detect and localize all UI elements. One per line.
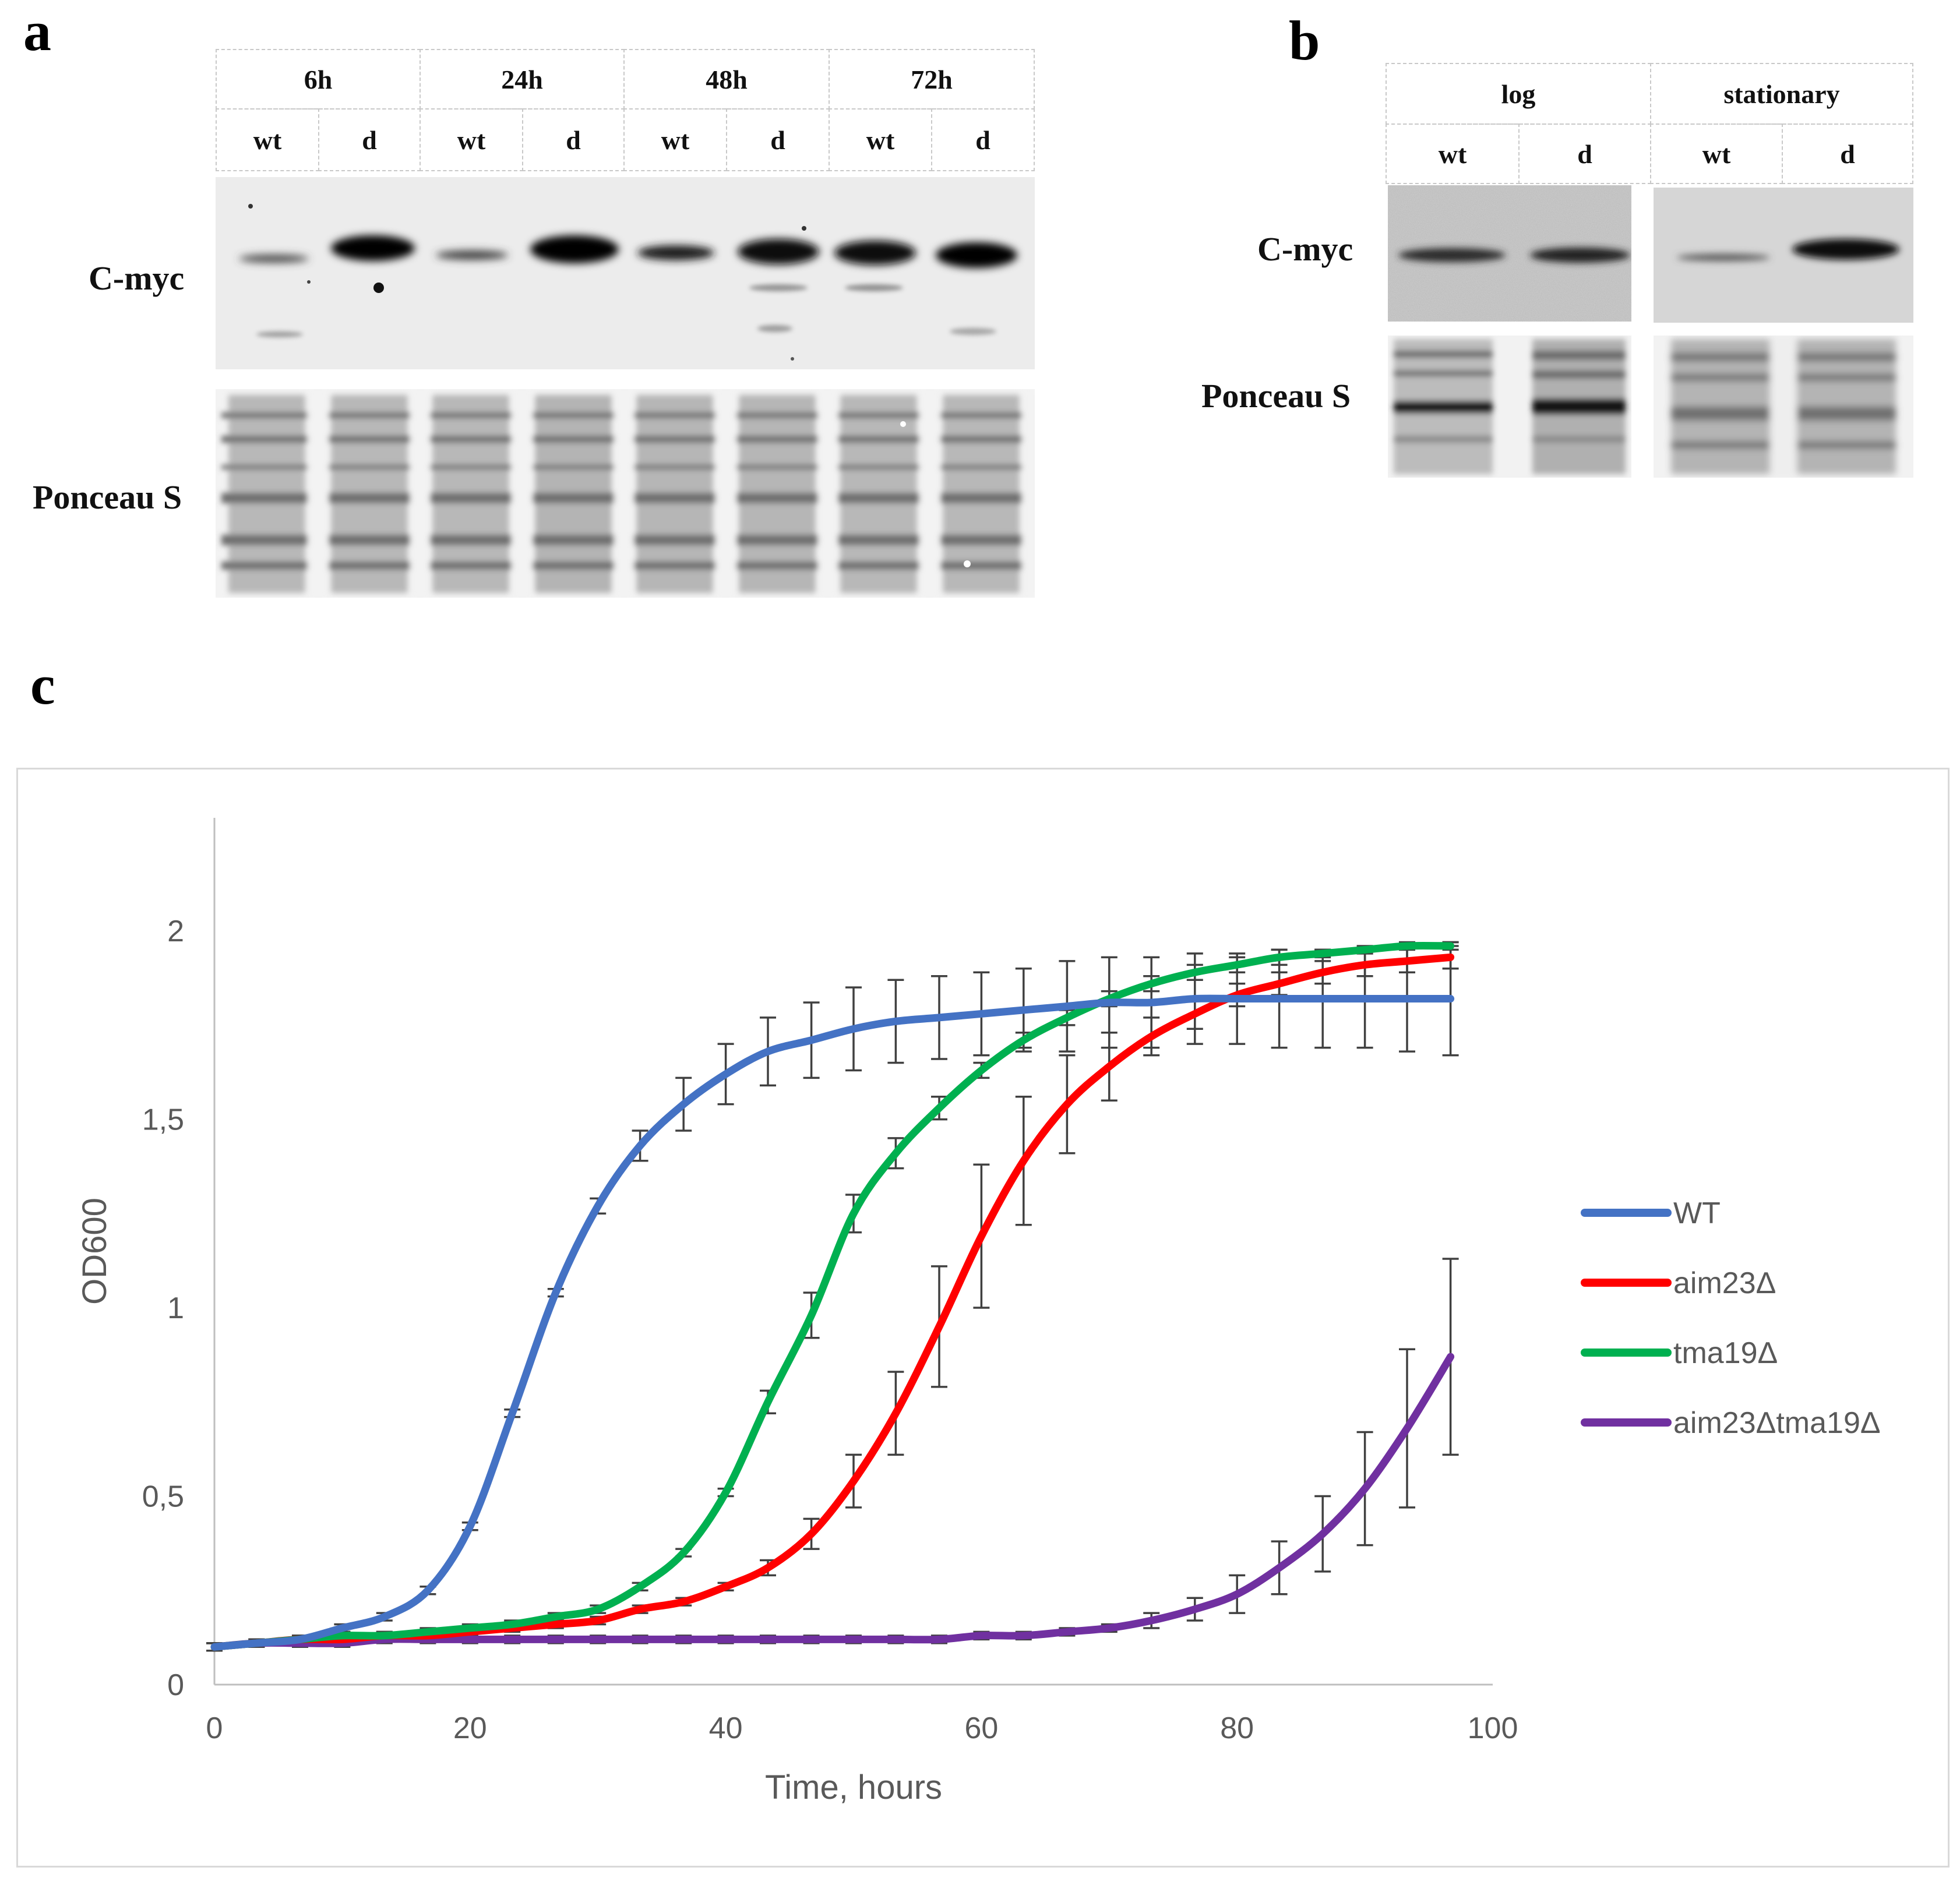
panel-a-cmyc-label: C-myc <box>89 259 185 297</box>
x-axis-title: Time, hours <box>765 1768 942 1806</box>
chart-series <box>206 941 1459 1652</box>
x-tick-label: 40 <box>709 1711 743 1745</box>
panel-b-strain-d: d <box>1782 123 1913 184</box>
panel-b-cmyc-label: C-myc <box>1257 230 1353 268</box>
band-stationary-wt <box>1677 254 1770 261</box>
panel-b-log-ponceau-blot <box>1388 336 1631 478</box>
band-6h-d <box>331 235 415 261</box>
band-24h-d <box>530 235 619 263</box>
error-bars-tma19Δ <box>206 941 1459 1652</box>
y-axis-title: OD600 <box>76 1198 114 1305</box>
panel-b-letter: b <box>1289 9 1320 72</box>
legend-label-WT: WT <box>1673 1196 1721 1230</box>
panel-c-letter: c <box>30 654 55 716</box>
legend-label-tma19Δ: tma19Δ <box>1673 1336 1778 1370</box>
series-line-tma19Δ <box>210 941 1455 1651</box>
x-tick-label: 100 <box>1468 1711 1518 1745</box>
band-72h-d <box>936 242 1017 268</box>
band-24h-wt <box>436 250 508 260</box>
panel-b-strain-wt: wt <box>1386 123 1520 184</box>
band-6h-wt <box>239 255 309 263</box>
panel-b-stationary-ponceau-blot <box>1654 336 1913 478</box>
y-tick-label: 2 <box>167 915 184 948</box>
panel-b-log-cmyc-blot <box>1388 185 1631 322</box>
x-tick-label: 0 <box>206 1711 223 1745</box>
y-tick-label: 1 <box>167 1291 184 1325</box>
error-bars-aim23Δtma19Δ <box>206 1258 1459 1652</box>
band-48h-d <box>738 239 819 264</box>
panel-a-cmyc-blot <box>216 177 1035 369</box>
panel-a-strain-wt: wt <box>623 108 727 171</box>
band-48h-wt <box>637 245 714 260</box>
series-line-WT <box>210 994 1455 1651</box>
band-72h-wt <box>834 241 916 265</box>
x-tick-label: 60 <box>964 1711 998 1745</box>
series-line-aim23Δtma19Δ <box>210 1353 1455 1651</box>
panel-a-strain-wt: wt <box>216 108 319 171</box>
band-log-d <box>1530 248 1630 263</box>
panel-a-ponceau-blot <box>216 389 1035 598</box>
panel-a-strain-d: d <box>726 108 830 171</box>
legend-label-aim23Δ: aim23Δ <box>1673 1266 1776 1300</box>
band-stationary-d <box>1792 239 1899 260</box>
series-line-aim23Δ <box>210 953 1455 1651</box>
legend-label-aim23Δtma19Δ: aim23Δtma19Δ <box>1673 1406 1881 1440</box>
y-tick-label: 0 <box>167 1668 184 1702</box>
panel-a-letter: a <box>23 0 51 62</box>
panel-a-strain-d: d <box>931 108 1035 171</box>
y-tick-label: 1,5 <box>142 1103 184 1137</box>
error-bars-aim23Δ <box>206 945 1459 1652</box>
panel-b-ponceau-label: Ponceau S <box>1201 377 1351 415</box>
x-tick-label: 80 <box>1220 1711 1254 1745</box>
band-log-wt <box>1398 248 1506 262</box>
x-tick-label: 20 <box>453 1711 487 1745</box>
panel-b-stationary-cmyc-blot <box>1654 188 1913 323</box>
y-tick-label: 0,5 <box>142 1480 184 1514</box>
chart-frame <box>16 768 1950 1868</box>
panel-a-ponceau-label: Ponceau S <box>33 478 182 516</box>
error-bars-WT <box>206 941 1459 1652</box>
